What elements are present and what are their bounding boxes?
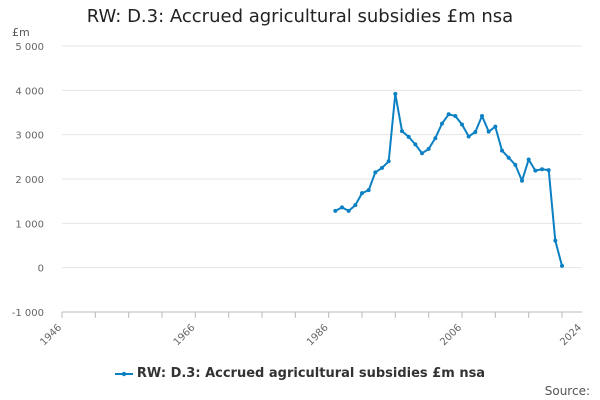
- legend[interactable]: RW: D.3: Accrued agricultural subsidies …: [0, 366, 600, 381]
- x-tick-label: 1986: [305, 322, 331, 348]
- series-line: [334, 92, 563, 267]
- data-point[interactable]: [486, 129, 491, 134]
- data-point[interactable]: [466, 134, 471, 139]
- data-point[interactable]: [406, 134, 411, 139]
- y-tick-label: 1 000: [15, 219, 44, 230]
- data-point[interactable]: [546, 168, 551, 173]
- y-tick-label: 4 000: [15, 86, 44, 97]
- data-point[interactable]: [473, 130, 478, 135]
- y-tick-label: 5 000: [15, 42, 44, 53]
- x-axis: 1946 1966 1986 2006 2024: [38, 312, 584, 348]
- data-point[interactable]: [553, 238, 558, 243]
- data-point[interactable]: [526, 157, 531, 162]
- data-point[interactable]: [460, 122, 464, 127]
- legend-label: RW: D.3: Accrued agricultural subsidies …: [136, 366, 486, 381]
- data-point[interactable]: [366, 188, 371, 193]
- data-point[interactable]: [346, 208, 351, 213]
- data-point[interactable]: [480, 114, 484, 119]
- y-tick-label: -1 000: [12, 308, 44, 319]
- data-point[interactable]: [400, 129, 404, 134]
- data-point[interactable]: [420, 151, 424, 156]
- data-point[interactable]: [500, 148, 504, 153]
- data-point[interactable]: [380, 165, 384, 170]
- data-point[interactable]: [446, 112, 451, 117]
- data-point[interactable]: [560, 263, 564, 268]
- y-axis-ticks: 5 000 4 000 3 000 2 000 1 000 0 -1 000: [12, 42, 44, 319]
- data-point[interactable]: [373, 170, 378, 175]
- data-point[interactable]: [340, 205, 344, 210]
- y-axis-unit-label: £m: [12, 26, 30, 39]
- x-tick-label: 2024: [558, 322, 584, 348]
- series-layer: [333, 91, 564, 268]
- chart-title: RW: D.3: Accrued agricultural subsidies …: [86, 6, 514, 27]
- x-tick-label: 1966: [172, 322, 198, 348]
- data-point[interactable]: [386, 159, 391, 164]
- source-label: Source:: [544, 384, 590, 398]
- data-point[interactable]: [413, 142, 418, 147]
- x-tick-label: 2006: [438, 322, 464, 348]
- data-point[interactable]: [333, 208, 338, 213]
- y-tick-label: 2 000: [15, 175, 44, 186]
- data-point[interactable]: [493, 124, 498, 129]
- data-point[interactable]: [506, 155, 511, 160]
- data-point[interactable]: [513, 162, 518, 167]
- y-tick-label: 3 000: [15, 131, 44, 142]
- data-point[interactable]: [440, 121, 444, 126]
- data-point[interactable]: [520, 178, 524, 183]
- data-point[interactable]: [360, 191, 364, 196]
- y-tick-label: 0: [38, 264, 44, 275]
- data-point[interactable]: [426, 146, 431, 151]
- data-point[interactable]: [540, 167, 544, 172]
- x-tick-label: 1946: [38, 322, 64, 348]
- data-point[interactable]: [433, 136, 438, 141]
- data-point[interactable]: [533, 168, 538, 173]
- data-point[interactable]: [453, 114, 458, 119]
- legend-swatch: [114, 371, 133, 376]
- data-point[interactable]: [393, 91, 398, 96]
- grid-lines: [62, 45, 582, 313]
- data-point[interactable]: [353, 203, 358, 208]
